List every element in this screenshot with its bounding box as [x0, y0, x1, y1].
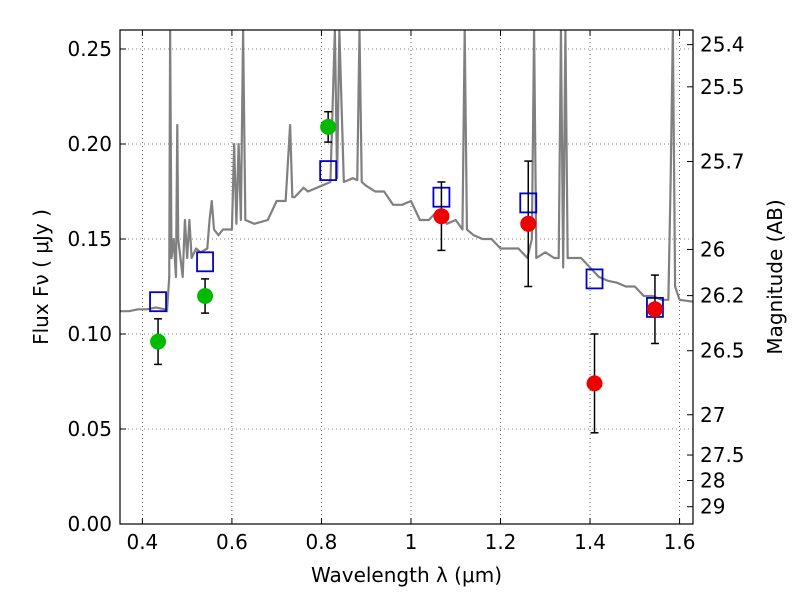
- observed-flux-point: [433, 208, 450, 225]
- right-tick-label: 29: [700, 495, 725, 519]
- model-spectrum-layer: [120, 30, 693, 313]
- x-tick-label: 0.4: [126, 530, 158, 554]
- observed-flux-point: [320, 118, 337, 135]
- right-tick-label: 25.7: [700, 149, 745, 173]
- right-axis-label: Magnitude (AB): [763, 199, 787, 354]
- right-tick-label: 28: [700, 468, 725, 492]
- y-tick-label: 0.05: [67, 417, 112, 441]
- right-tick-label: 27: [700, 403, 725, 427]
- x-tick-label: 1.6: [664, 530, 696, 554]
- grid: [120, 30, 693, 525]
- right-tick-label: 26.2: [700, 284, 745, 308]
- right-tick-label: 27.5: [700, 443, 745, 467]
- x-axis-label: Wavelength λ (μm): [311, 563, 502, 587]
- observed-flux-point: [520, 215, 537, 232]
- y-tick-label: 0.20: [67, 132, 112, 156]
- observed-flux-point: [646, 301, 663, 318]
- y-axis-ticks: 0.00 0.05 0.10 0.15 0.20 0.25: [67, 37, 126, 536]
- right-tick-label: 26.5: [700, 339, 745, 363]
- y-axis-label: Flux Fν ( μJy ): [29, 209, 53, 345]
- observed-flux-point: [197, 288, 214, 304]
- photometry-markers: [149, 110, 664, 434]
- y-tick-label: 0.15: [67, 227, 112, 251]
- y-tick-label: 0.25: [67, 37, 112, 61]
- y-tick-label: 0.10: [67, 322, 112, 346]
- model-flux-square: [585, 268, 604, 290]
- x-axis-ticks: 0.4 0.6 0.8 1 1.2 1.4 1.6: [126, 30, 695, 554]
- model-flux-square: [319, 160, 338, 182]
- right-axis-ticks: 25.4 25.5 25.7 26 26.2 26.5 27 27.528 29: [687, 33, 745, 519]
- x-tick-label: 1.2: [485, 530, 517, 554]
- model-flux-square: [149, 291, 167, 313]
- right-tick-label: 25.4: [700, 33, 745, 57]
- x-tick-label: 0.8: [306, 530, 338, 554]
- x-tick-label: 1.4: [574, 530, 606, 554]
- model-flux-square: [196, 251, 214, 273]
- x-tick-label: 0.6: [216, 530, 248, 554]
- observed-flux-point: [150, 333, 167, 350]
- y-tick-label: 0.00: [67, 512, 112, 536]
- observed-flux-point: [586, 375, 603, 392]
- right-tick-label: 25.5: [700, 75, 745, 99]
- x-tick-label: 1: [405, 530, 418, 554]
- model-spectrum-line: [120, 30, 693, 313]
- right-tick-label: 26: [700, 237, 725, 261]
- plot-frame: [119, 29, 694, 525]
